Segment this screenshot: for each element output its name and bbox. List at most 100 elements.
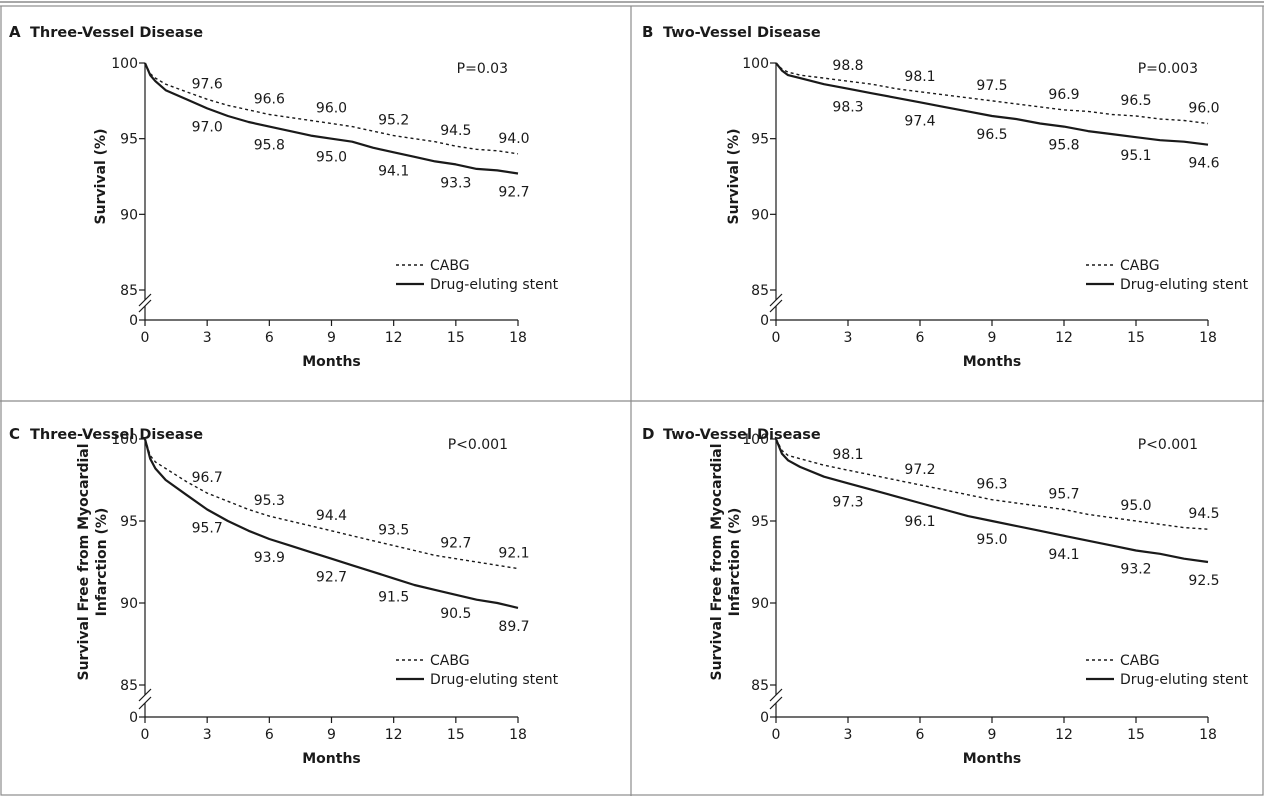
panel-title: Two-Vessel Disease [663,25,821,41]
data-label: 92.7 [440,536,471,552]
x-tick-label: 12 [385,727,403,743]
y-axis-title: Infarction (%) [727,508,743,617]
data-label: 94.6 [1188,156,1219,172]
p-value: P<0.001 [448,437,508,453]
y-tick-label: 85 [120,283,138,299]
y-tick-label: 100 [742,432,769,448]
axis-break-mark [769,696,783,710]
x-tick-label: 3 [203,330,212,346]
data-label: 97.5 [976,78,1007,94]
panel-letter: D [642,425,654,443]
panel-title: Three-Vessel Disease [30,427,203,443]
y-tick-label: 95 [120,514,138,530]
series-line-des [775,62,1209,146]
y-axis-title: Survival (%) [726,129,742,225]
x-tick-label: 15 [447,727,465,743]
x-tick-label: 6 [916,330,925,346]
data-label: 95.0 [1120,498,1151,514]
x-tick-label: 18 [1199,330,1217,346]
x-tick-label: 12 [385,330,403,346]
axis-break-mark [138,299,152,313]
y-tick-label: 0 [760,313,769,329]
legend-label-des: Drug-eluting stent [1120,277,1249,293]
panel-letter: B [642,23,653,41]
y-tick-label: 85 [751,283,769,299]
data-label: 92.5 [1188,573,1219,589]
x-tick-label: 0 [772,727,781,743]
panel-letter: C [9,425,20,443]
data-label: 95.8 [1048,138,1079,154]
chart-panel-b: B Two-Vessel Disease 0 85 90 95 100 0 3 6 9 12 15 18 M… [642,23,1249,370]
x-tick-label: 9 [988,330,997,346]
data-label: 94.4 [316,508,347,524]
x-tick-label: 6 [265,330,274,346]
data-label: 93.2 [1120,562,1151,578]
data-label: 94.1 [1048,547,1079,563]
data-label: 95.0 [316,150,347,166]
p-value: P=0.003 [1138,61,1198,77]
panel-title: Two-Vessel Disease [663,427,821,443]
x-tick-label: 12 [1055,330,1073,346]
y-tick-label: 100 [111,56,138,72]
data-label: 98.1 [832,447,863,463]
x-axis-title: Months [302,751,361,767]
data-label: 95.2 [378,113,409,129]
data-label: 91.5 [378,589,409,605]
data-label: 95.7 [1048,487,1079,503]
x-tick-label: 18 [509,727,527,743]
data-label: 96.6 [254,91,285,107]
data-label: 98.1 [904,69,935,85]
x-axis-title: Months [302,354,361,370]
data-label: 95.0 [976,532,1007,548]
data-label: 93.9 [254,550,285,566]
x-tick-label: 15 [447,330,465,346]
legend-label-cabg: CABG [1120,258,1160,274]
series-line-des [143,62,519,175]
data-label: 97.3 [832,494,863,510]
y-tick-label: 0 [129,313,138,329]
data-label: 92.7 [498,184,529,200]
data-label: 94.5 [1188,506,1219,522]
data-label: 90.5 [440,606,471,622]
x-tick-label: 9 [327,330,336,346]
legend-label-cabg: CABG [1120,653,1160,669]
x-tick-label: 9 [327,727,336,743]
axis-break-mark [138,293,152,307]
data-label: 93.3 [440,175,471,191]
data-label: 97.2 [904,462,935,478]
legend-label-des: Drug-eluting stent [430,277,559,293]
x-tick-label: 18 [509,330,527,346]
data-label: 96.5 [1120,93,1151,109]
data-label: 96.1 [904,514,935,530]
data-label: 95.8 [254,138,285,154]
data-label: 93.5 [378,523,409,539]
x-axis-title: Months [963,354,1022,370]
series-line-des [774,438,1209,564]
axis-break-mark [769,299,783,313]
legend-label-cabg: CABG [430,258,470,274]
y-tick-label: 90 [751,596,769,612]
y-tick-label: 100 [111,432,138,448]
y-tick-label: 0 [760,710,769,726]
y-tick-label: 0 [129,710,138,726]
x-tick-label: 6 [916,727,925,743]
chart-panel-a: A Three-Vessel Disease 0 85 90 95 100 0 3 6 9 12 15 1… [9,23,559,370]
data-label: 94.0 [498,131,529,147]
y-axis-title: Survival Free from Myocardial [76,443,92,680]
series-line-cabg [144,438,519,570]
p-value: P=0.03 [457,61,508,77]
x-tick-label: 6 [265,727,274,743]
data-label: 92.1 [498,546,529,562]
data-label: 97.4 [904,113,935,129]
x-tick-label: 3 [844,727,853,743]
data-label: 95.7 [192,521,223,537]
data-label: 96.3 [976,477,1007,493]
data-label: 96.7 [192,470,223,486]
y-tick-label: 85 [120,678,138,694]
panel-title: Three-Vessel Disease [30,25,203,41]
legend-label-cabg: CABG [430,653,470,669]
series-line-des [143,438,519,609]
data-label: 95.1 [1120,148,1151,164]
y-tick-label: 95 [751,514,769,530]
